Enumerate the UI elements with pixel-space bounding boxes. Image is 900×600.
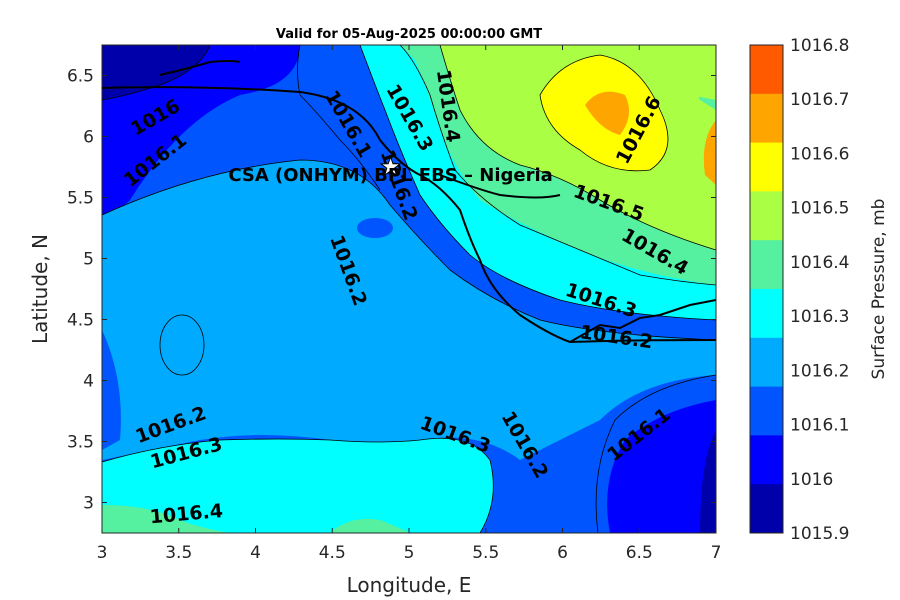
colorbar-frame	[749, 44, 784, 534]
contour-lines	[102, 45, 716, 533]
colorbar-tick-label: 1016.3	[790, 307, 849, 327]
y-tick-label: 4	[83, 372, 94, 392]
colorbar-tick-label: 1016.2	[790, 361, 849, 381]
site-star-icon	[379, 155, 402, 177]
band-1015.9-nw	[102, 45, 210, 100]
band-1015.9-se	[700, 430, 716, 533]
site-label: CSA (ONHYM) BPL EBS – Nigeria	[228, 165, 552, 186]
band-1016-se	[607, 400, 716, 533]
x-tick-label: 4	[250, 543, 261, 563]
colorbar-tick-label: 1016.6	[790, 144, 849, 164]
x-tick-label: 3.5	[165, 543, 192, 563]
colorbar-tick-label: 1016.8	[790, 36, 849, 56]
colorbar-swatch	[750, 240, 783, 290]
contour-field	[102, 45, 716, 533]
band-1016.1-sw	[102, 330, 121, 450]
band-1016.3-s	[102, 438, 494, 533]
colorbar-tick-label: 1016	[790, 470, 833, 490]
colorbar-tick-label: 1016.5	[790, 199, 849, 219]
colorbar-tick-label: 1016.1	[790, 416, 849, 436]
colorbar-swatch	[750, 93, 783, 144]
colorbar-label: Surface Pressure, mb	[869, 199, 889, 380]
y-tick-label: 4.5	[67, 311, 94, 331]
colorbar-swatch	[750, 435, 783, 485]
y-tick-label: 3	[83, 494, 94, 514]
y-tick-label: 5	[83, 250, 94, 270]
colorbar-swatch	[750, 337, 783, 388]
colorbar-swatch	[750, 484, 783, 534]
x-tick-label: 5	[404, 543, 415, 563]
colorbar-swatch	[750, 45, 783, 95]
x-tick-label: 6.5	[626, 543, 653, 563]
y-axis-ticks: 3 3.5 4 4.5 5 5.5 6 6.5	[67, 67, 716, 514]
colorbar-tick-label: 1016.7	[790, 90, 849, 110]
band-1016.4-s2	[330, 518, 410, 533]
x-tick-label: 6	[557, 543, 568, 563]
colorbar-swatch	[750, 191, 783, 241]
x-tick-label: 7	[711, 543, 722, 563]
band-1016.5-ne-top	[600, 45, 716, 100]
colorbar-swatch	[750, 289, 783, 339]
x-tick-label: 4.5	[319, 543, 346, 563]
y-tick-label: 6.5	[67, 67, 94, 87]
band-1016.2-bubble	[160, 315, 204, 375]
y-tick-label: 3.5	[67, 433, 94, 453]
colorbar-swatch	[750, 386, 783, 436]
site-marker-group: CSA (ONHYM) BPL EBS – Nigeria	[228, 155, 553, 186]
colorbar-tick-label: 1015.9	[790, 524, 849, 544]
band-1016.1-n	[297, 45, 398, 215]
y-tick-label: 5.5	[67, 189, 94, 209]
colorbar: 1016.8 1016.7 1016.6 1016.5 1016.4 1016.3 1016…	[750, 36, 849, 544]
band-1016.2	[102, 160, 716, 460]
y-axis-label: Latitude, N	[28, 234, 52, 344]
band-1016.1-pocket	[357, 218, 393, 238]
colorbar-tick-label: 1016.4	[790, 253, 849, 273]
colorbar-swatch	[750, 142, 783, 192]
band-1016.4-s	[102, 505, 230, 533]
x-axis-ticks: 3 3.5 4 4.5 5 5.5 6 6.5 7	[97, 45, 722, 563]
figure-title: Valid for 05-Aug-2025 00:00:00 GMT	[276, 27, 542, 42]
y-tick-label: 6	[83, 128, 94, 148]
band-1016.7-ne	[585, 91, 629, 135]
x-axis-label: Longitude, E	[347, 573, 472, 597]
x-tick-label: 3	[97, 543, 108, 563]
x-tick-label: 5.5	[472, 543, 499, 563]
